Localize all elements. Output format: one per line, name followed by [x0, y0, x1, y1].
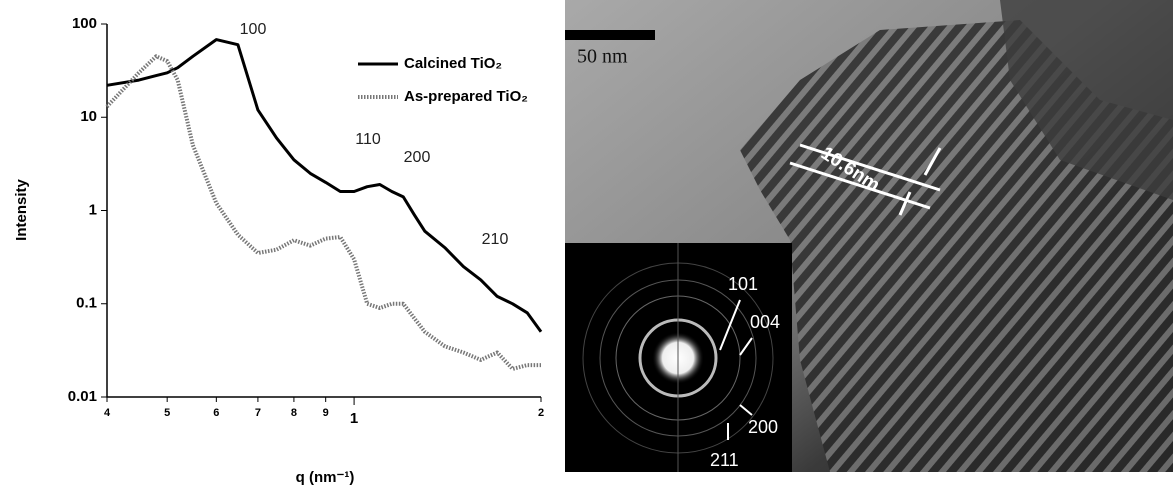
legend-label: As-prepared TiO₂	[404, 88, 528, 105]
saed-label: 211	[710, 450, 739, 470]
y-tick-label: 100	[72, 15, 97, 32]
annotation: 200	[404, 149, 431, 166]
saed-label: 101	[728, 274, 758, 294]
annotation: 210	[482, 231, 509, 248]
x-tick-label: 2	[538, 407, 544, 419]
annotation: 100	[240, 21, 267, 38]
scale-bar-label: 50 nm	[577, 46, 628, 68]
figure: 50 nm 10.6nm 101 004 200 211 Intensity q…	[0, 0, 1173, 490]
x-tick-label: 7	[255, 407, 261, 419]
x-tick-label: 5	[164, 407, 170, 419]
x-tick-label: 6	[213, 407, 219, 419]
y-tick-label: 1	[89, 201, 97, 218]
x-axis-label: q (nm⁻¹)	[296, 469, 355, 486]
tem-image: 50 nm 10.6nm 101 004 200 211	[565, 0, 1173, 472]
x-tick-label: 9	[323, 407, 329, 419]
data-line	[107, 40, 541, 332]
y-axis-label: Intensity	[13, 179, 30, 241]
x-tick-label: 1	[350, 410, 358, 427]
annotation: 110	[355, 131, 381, 148]
saed-label: 200	[748, 417, 778, 437]
y-tick-label: 10	[80, 108, 97, 125]
axes	[107, 24, 541, 397]
y-tick-label: 0.1	[76, 295, 97, 312]
x-tick-label: 4	[104, 407, 111, 419]
legend-label: Calcined TiO₂	[404, 55, 502, 72]
saed-label: 004	[750, 312, 780, 332]
x-tick-label: 8	[291, 407, 297, 419]
y-tick-label: 0.01	[68, 388, 97, 405]
